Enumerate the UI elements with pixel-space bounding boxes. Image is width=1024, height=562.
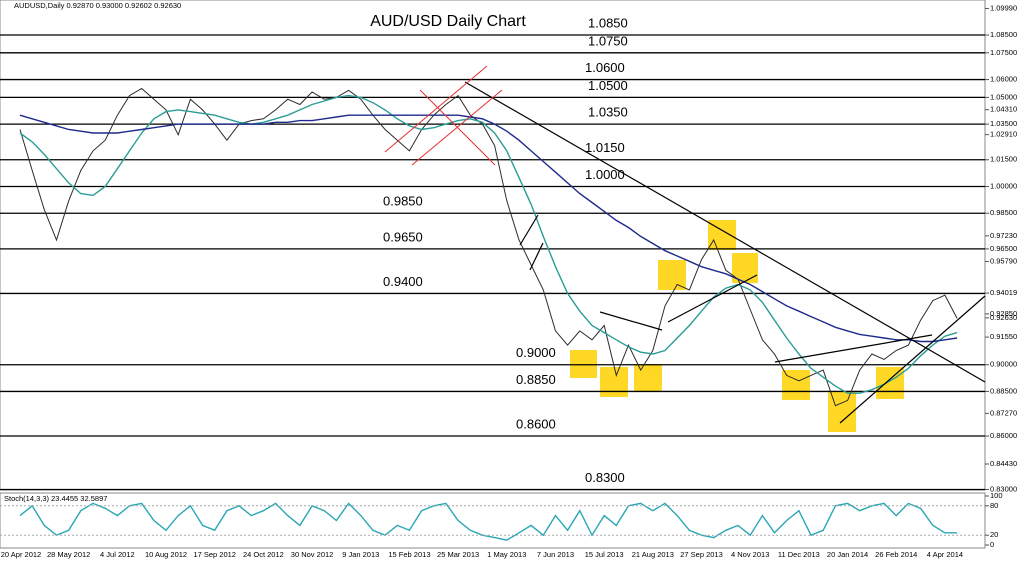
y-tick-label: 1.03500 — [990, 119, 1017, 128]
level-label: 0.8300 — [585, 470, 625, 485]
x-tick-label: 4 Apr 2014 — [927, 550, 963, 559]
stoch-title: Stoch(14,3,3) 23.4455 32.5897 — [4, 494, 107, 503]
box — [600, 367, 628, 397]
box — [634, 364, 662, 392]
level-label: 0.8850 — [516, 372, 556, 387]
y-tick-label: 1.08500 — [990, 30, 1017, 39]
level-label: 1.0600 — [585, 60, 625, 75]
trend-line — [667, 274, 758, 323]
y-tick-label: 0.97230 — [990, 231, 1017, 240]
highlight-boxes — [570, 220, 904, 432]
y-tick-label: 0 — [990, 540, 994, 549]
y-tick-label: 0.91550 — [990, 332, 1017, 341]
x-tick-label: 10 Aug 2012 — [145, 550, 187, 559]
level-label: 1.0750 — [588, 33, 628, 48]
box — [570, 350, 597, 378]
x-tick-label: 21 Aug 2013 — [632, 550, 674, 559]
y-tick-label: 0.98500 — [990, 208, 1017, 217]
main-frame — [0, 0, 986, 491]
x-tick-label: 15 Feb 2013 — [388, 550, 430, 559]
trend-line — [839, 295, 986, 424]
trend-line — [599, 311, 663, 331]
series — [19, 87, 958, 541]
level-label: 1.0150 — [585, 140, 625, 155]
x-tick-label: 30 Nov 2012 — [291, 550, 334, 559]
x-tick-label: 20 Apr 2012 — [1, 550, 41, 559]
x-tick-label: 26 Feb 2014 — [875, 550, 917, 559]
level-label: 1.0000 — [585, 167, 625, 182]
y-tick-label: 100 — [990, 491, 1003, 500]
x-tick-label: 1 May 2013 — [487, 550, 526, 559]
level-label: 0.9650 — [383, 229, 423, 244]
series-line — [19, 94, 958, 394]
y-tick-label: 0.96500 — [990, 244, 1017, 253]
box — [658, 260, 686, 290]
header: AUDUSD,Daily 0.92870 0.93000 0.92602 0.9… — [14, 1, 181, 10]
x-tick-label: 17 Sep 2012 — [193, 550, 236, 559]
series-line — [19, 502, 958, 541]
x-tick-label: 20 Jan 2014 — [827, 550, 868, 559]
trend-line — [464, 81, 986, 383]
trend-lines — [464, 81, 986, 424]
y-tick-label: 20 — [990, 530, 998, 539]
x-tick-label: 27 Sep 2013 — [680, 550, 723, 559]
y-tick-label: 0.92850 — [990, 309, 1017, 318]
x-tick-label: 11 Dec 2013 — [778, 550, 820, 559]
y-tick-label: 1.06000 — [990, 75, 1017, 84]
y-tick-label: 1.09990 — [990, 3, 1017, 12]
y-tick-label: 0.92630 — [990, 313, 1017, 322]
level-label: 0.9400 — [383, 274, 423, 289]
trend-line — [519, 214, 539, 246]
y-tick-label: 1.02910 — [990, 130, 1017, 139]
level-label: 1.0500 — [588, 78, 628, 93]
red-lines — [384, 65, 503, 166]
y-tick-label: 1.01500 — [990, 155, 1017, 164]
chart-title: AUD/USD Daily Chart — [370, 13, 526, 30]
y-tick-label: 0.87270 — [990, 408, 1017, 417]
level-label: 0.9000 — [516, 345, 556, 360]
x-tick-label: 24 Oct 2012 — [243, 550, 284, 559]
y-tick-label: 0.90000 — [990, 360, 1017, 369]
y-tick-label: 0.86000 — [990, 431, 1017, 440]
stoch-frame — [0, 492, 986, 549]
levels: 1.0850 1.0750 1.0600 1.0500 1.0350 1.0150 1.00… — [0, 15, 985, 491]
y-tick-label: 1.05000 — [990, 92, 1017, 101]
y-tick-label: 0.84430 — [990, 459, 1017, 468]
box — [876, 367, 904, 399]
x-tick-label: 9 Jan 2013 — [342, 550, 379, 559]
trend-line — [774, 334, 933, 363]
y-tick-label: 1.07500 — [990, 48, 1017, 57]
red-line — [419, 89, 496, 166]
y-tick-label: 80 — [990, 501, 998, 510]
x-tick-label: 4 Nov 2013 — [731, 550, 769, 559]
axis: 1.099901.085001.075001.060001.050001.043… — [0, 3, 1017, 559]
y-tick-label: 1.00000 — [990, 181, 1017, 190]
level-label: 0.8600 — [516, 416, 556, 431]
level-label: 1.0350 — [588, 105, 628, 120]
x-tick-label: 25 Mar 2013 — [437, 550, 479, 559]
x-tick-label: 28 May 2012 — [47, 550, 90, 559]
x-tick-label: 7 Jun 2013 — [537, 550, 574, 559]
y-tick-label: 1.04310 — [990, 105, 1017, 114]
red-line — [384, 65, 488, 153]
trend-line — [529, 242, 544, 271]
y-tick-label: 0.88500 — [990, 386, 1017, 395]
x-tick-label: 15 Jul 2013 — [585, 550, 624, 559]
series-line — [19, 87, 958, 407]
y-tick-label: 0.94019 — [990, 288, 1017, 297]
y-tick-label: 0.95790 — [990, 257, 1017, 266]
series-line — [19, 114, 958, 343]
x-tick-label: 4 Jul 2012 — [100, 550, 135, 559]
level-label: 0.9850 — [383, 194, 423, 209]
y-tick-label: 0.83000 — [990, 484, 1017, 493]
level-label: 1.0850 — [588, 15, 628, 30]
